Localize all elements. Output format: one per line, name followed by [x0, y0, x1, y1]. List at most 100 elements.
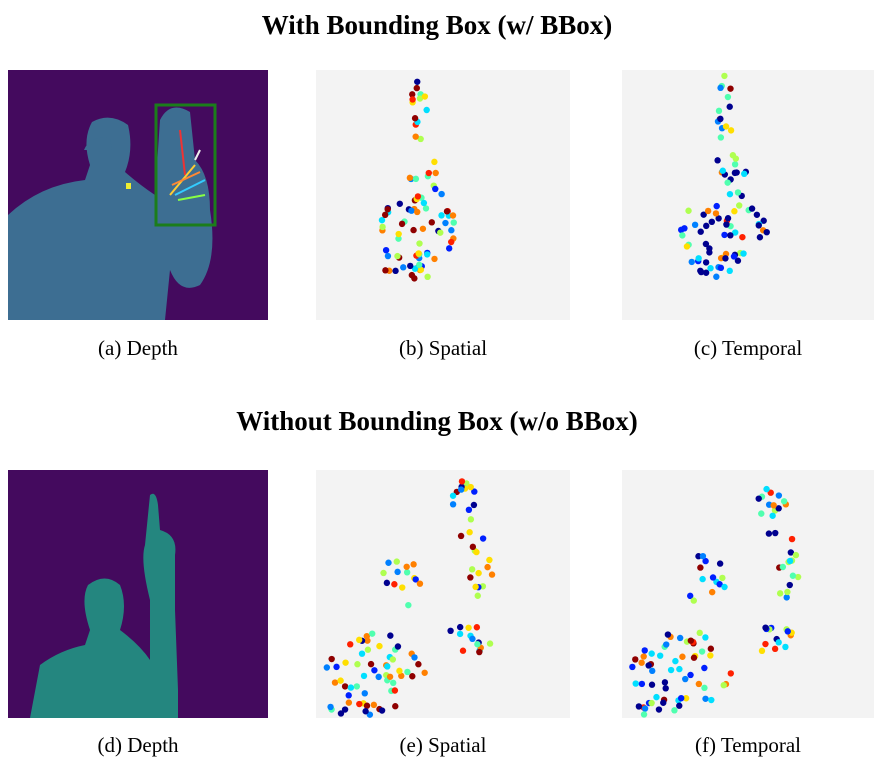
point — [787, 582, 793, 588]
point — [395, 643, 401, 649]
point — [648, 700, 654, 706]
point — [756, 495, 762, 501]
point — [700, 553, 706, 559]
point — [421, 200, 427, 206]
point — [392, 703, 398, 709]
point — [701, 665, 707, 671]
point — [392, 687, 398, 693]
point — [424, 251, 430, 257]
point — [633, 680, 639, 686]
point — [756, 222, 762, 228]
section-title: Without Bounding Box (w/o BBox) — [236, 406, 638, 436]
point — [399, 221, 405, 227]
point — [410, 561, 416, 567]
point — [723, 221, 729, 227]
point — [324, 664, 330, 670]
point — [781, 498, 787, 504]
point — [429, 219, 435, 225]
point — [354, 661, 360, 667]
point — [780, 564, 786, 570]
point — [728, 127, 734, 133]
point — [337, 677, 343, 683]
point-cloud-bg — [622, 470, 874, 718]
point — [359, 650, 365, 656]
point — [685, 208, 691, 214]
point — [641, 653, 647, 659]
point — [469, 566, 475, 572]
point — [467, 484, 473, 490]
point — [782, 644, 788, 650]
point — [721, 232, 727, 238]
point — [757, 234, 763, 240]
point — [405, 602, 411, 608]
point — [411, 654, 417, 660]
point — [699, 576, 705, 582]
point — [421, 670, 427, 676]
point — [342, 683, 348, 689]
point — [365, 647, 371, 653]
point — [384, 206, 390, 212]
point — [703, 259, 709, 265]
point — [371, 702, 377, 708]
point — [458, 486, 464, 492]
point — [417, 580, 423, 586]
point — [758, 510, 764, 516]
point — [487, 640, 493, 646]
point — [721, 682, 727, 688]
point — [396, 668, 402, 674]
point — [409, 96, 415, 102]
point — [636, 703, 642, 709]
point — [699, 648, 705, 654]
point — [348, 684, 354, 690]
point — [784, 589, 790, 595]
point — [749, 205, 755, 211]
point — [709, 219, 715, 225]
point — [407, 175, 413, 181]
point — [789, 536, 795, 542]
point — [697, 630, 703, 636]
point — [444, 208, 450, 214]
point — [707, 652, 713, 658]
point — [769, 513, 775, 519]
point — [665, 631, 671, 637]
point — [413, 176, 419, 182]
point — [410, 227, 416, 233]
point — [697, 268, 703, 274]
point — [469, 636, 475, 642]
point — [656, 706, 662, 712]
point — [447, 628, 453, 634]
point — [466, 529, 472, 535]
point — [384, 663, 390, 669]
point — [376, 643, 382, 649]
point — [716, 108, 722, 114]
point — [431, 159, 437, 165]
point — [395, 231, 401, 237]
point — [732, 161, 738, 167]
point — [642, 705, 648, 711]
point — [432, 170, 438, 176]
point — [415, 193, 421, 199]
figure: With Bounding Box (w/ BBox) (a) Depth (b… — [0, 0, 874, 758]
point — [708, 646, 714, 652]
point — [409, 673, 415, 679]
point — [679, 654, 685, 660]
caption: (c) Temporal — [694, 336, 803, 360]
point — [702, 696, 708, 702]
point — [723, 123, 729, 129]
point — [442, 220, 448, 226]
point — [399, 584, 405, 590]
point — [431, 256, 437, 262]
point — [342, 659, 348, 665]
point — [364, 703, 370, 709]
point — [687, 672, 693, 678]
point — [705, 208, 711, 214]
point — [691, 597, 697, 603]
point — [466, 507, 472, 513]
point — [727, 104, 733, 110]
point — [407, 263, 413, 269]
point — [759, 648, 765, 654]
point — [629, 664, 635, 670]
point — [707, 265, 713, 271]
point — [721, 73, 727, 79]
point — [714, 157, 720, 163]
